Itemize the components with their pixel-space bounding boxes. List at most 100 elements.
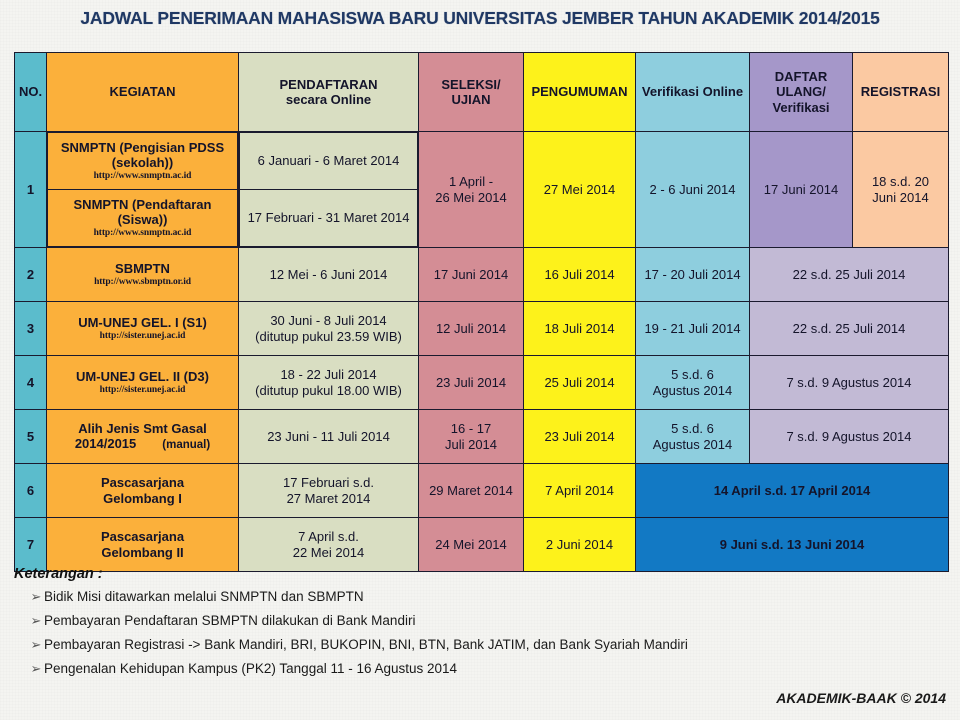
- header-seleksi-line2: UJIAN: [451, 92, 491, 107]
- daftar-ulang-registrasi-merged: 22 s.d. 25 Juli 2014: [749, 247, 949, 302]
- kegiatan-um-unej-1: UM-UNEJ GEL. I (S1) http://sister.unej.a…: [46, 301, 239, 356]
- kegiatan-url[interactable]: http://www.sbmptn.or.id: [94, 277, 191, 288]
- kegiatan-line1: SBMPTN: [115, 260, 170, 276]
- table-row: 1 SNMPTN (Pengisian PDSS (sekolah)) http…: [14, 131, 949, 248]
- verifikasi-line2: Agustus 2014: [652, 436, 733, 452]
- kegiatan-url[interactable]: http://sister.unej.ac.id: [99, 385, 186, 396]
- verifikasi-daftar-registrasi-merged: 14 April s.d. 17 April 2014: [635, 463, 949, 518]
- kegiatan-line1: SNMPTN (Pengisian PDSS: [60, 139, 225, 155]
- seleksi-date: 16 - 17 Juli 2014: [418, 409, 524, 464]
- seleksi-date: 12 Juli 2014: [418, 301, 524, 356]
- kegiatan-pascasarjana-1: Pascasarjana Gelombang I: [46, 463, 239, 518]
- kegiatan-line2-wrap: 2014/2015 (manual): [50, 436, 235, 453]
- seleksi-date: 1 April - 26 Mei 2014: [418, 131, 524, 248]
- kegiatan-line2: 2014/2015: [74, 435, 137, 451]
- list-item: ➢ Pengenalan Kehidupan Kampus (PK2) Tang…: [14, 661, 944, 677]
- table-row: 4 UM-UNEJ GEL. II (D3) http://sister.une…: [14, 355, 949, 410]
- pengumuman-date: 7 April 2014: [523, 463, 636, 518]
- arrow-bullet-icon: ➢: [30, 637, 42, 652]
- list-item: ➢ Pembayaran Registrasi -> Bank Mandiri,…: [14, 637, 944, 653]
- kegiatan-line2: Gelombang II: [101, 544, 184, 560]
- kegiatan-line2: (Siswa)): [117, 211, 168, 227]
- kegiatan-url[interactable]: http://sister.unej.ac.id: [99, 331, 186, 342]
- header-registrasi: REGISTRASI: [852, 52, 949, 132]
- list-item: ➢ Bidik Misi ditawarkan melalui SNMPTN d…: [14, 589, 944, 605]
- row-number: 5: [14, 409, 47, 464]
- header-pendaftaran: PENDAFTARAN secara Online: [238, 52, 419, 132]
- kegiatan-snmptn-pendaftaran: SNMPTN (Pendaftaran (Siswa)) http://www.…: [47, 189, 238, 247]
- verifikasi-date: 2 - 6 Juni 2014: [635, 131, 750, 248]
- pendaftaran-line1: 30 Juni - 8 Juli 2014: [270, 313, 387, 329]
- registrasi-line2: Juni 2014: [872, 189, 929, 205]
- daftar-ulang-date: 17 Juni 2014: [749, 131, 853, 248]
- seleksi-line1: 1 April -: [448, 174, 494, 190]
- row-number: 2: [14, 247, 47, 302]
- table-row: 6 Pascasarjana Gelombang I 17 Februari s…: [14, 463, 949, 518]
- table-row: 2 SBMPTN http://www.sbmptn.or.id 12 Mei …: [14, 247, 949, 302]
- header-pengumuman: PENGUMUMAN: [523, 52, 636, 132]
- seleksi-date: 29 Maret 2014: [418, 463, 524, 518]
- legend-title: Keterangan :: [14, 566, 103, 582]
- pengumuman-date: 16 Juli 2014: [523, 247, 636, 302]
- kegiatan-line1: Alih Jenis Smt Gasal: [78, 420, 207, 436]
- registrasi-line1: 18 s.d. 20: [871, 174, 930, 190]
- kegiatan-pascasarjana-2: Pascasarjana Gelombang II: [46, 517, 239, 572]
- verifikasi-line1: 5 s.d. 6: [671, 421, 714, 437]
- pendaftaran-date: 17 Februari - 31 Maret 2014: [239, 189, 418, 247]
- row-number: 1: [14, 131, 47, 248]
- pendaftaran-line2: 22 Mei 2014: [292, 544, 365, 560]
- legend-section: Keterangan : ➢ Bidik Misi ditawarkan mel…: [14, 566, 944, 685]
- pengumuman-date: 27 Mei 2014: [523, 131, 636, 248]
- kegiatan-sbmptn: SBMPTN http://www.sbmptn.or.id: [46, 247, 239, 302]
- row-number: 6: [14, 463, 47, 518]
- row-number: 7: [14, 517, 47, 572]
- verifikasi-line1: 5 s.d. 6: [671, 367, 714, 383]
- seleksi-date: 24 Mei 2014: [418, 517, 524, 572]
- arrow-bullet-icon: ➢: [30, 589, 42, 604]
- verifikasi-date: 19 - 21 Juli 2014: [635, 301, 750, 356]
- kegiatan-url[interactable]: http://www.snmptn.ac.id: [93, 228, 192, 239]
- header-seleksi-line1: SELEKSI/: [441, 76, 501, 92]
- kegiatan-alih-jenis: Alih Jenis Smt Gasal 2014/2015 (manual): [46, 409, 239, 464]
- header-kegiatan: KEGIATAN: [46, 52, 239, 132]
- legend-item-text: Bidik Misi ditawarkan melalui SNMPTN dan…: [44, 589, 364, 604]
- seleksi-line1: 16 - 17: [450, 421, 492, 437]
- arrow-bullet-icon: ➢: [30, 661, 42, 676]
- legend-item-text: Pembayaran Registrasi -> Bank Mandiri, B…: [44, 637, 688, 652]
- kegiatan-um-unej-2: UM-UNEJ GEL. II (D3) http://sister.unej.…: [46, 355, 239, 410]
- pendaftaran-date: 17 Februari s.d. 27 Maret 2014: [238, 463, 419, 518]
- kegiatan-line2: (sekolah)): [111, 154, 174, 170]
- table-header-row: NO. KEGIATAN PENDAFTARAN secara Online S…: [14, 52, 949, 132]
- list-item: ➢ Pembayaran Pendaftaran SBMPTN dilakuka…: [14, 613, 944, 629]
- kegiatan-url[interactable]: http://www.snmptn.ac.id: [93, 171, 192, 182]
- pendaftaran-line2: 27 Maret 2014: [286, 490, 371, 506]
- verifikasi-date: 5 s.d. 6 Agustus 2014: [635, 355, 750, 410]
- verifikasi-daftar-registrasi-merged: 9 Juni s.d. 13 Juni 2014: [635, 517, 949, 572]
- header-daftar-ulang: DAFTAR ULANG/ Verifikasi: [749, 52, 853, 132]
- kegiatan-line2: Gelombang I: [103, 490, 182, 506]
- pengumuman-date: 2 Juni 2014: [523, 517, 636, 572]
- kegiatan-snmptn-pdss: SNMPTN (Pengisian PDSS (sekolah)) http:/…: [47, 132, 238, 190]
- seleksi-line2: Juli 2014: [444, 436, 498, 452]
- pendaftaran-date: 30 Juni - 8 Juli 2014 (ditutup pukul 23.…: [238, 301, 419, 356]
- verifikasi-date: 17 - 20 Juli 2014: [635, 247, 750, 302]
- pendaftaran-date: 6 Januari - 6 Maret 2014: [239, 132, 418, 190]
- legend-item-text: Pengenalan Kehidupan Kampus (PK2) Tangga…: [44, 661, 458, 676]
- header-pendaftaran-line2: secara Online: [285, 92, 372, 107]
- kegiatan-line1: UM-UNEJ GEL. I (S1): [78, 314, 207, 330]
- pendaftaran-date: 12 Mei - 6 Juni 2014: [238, 247, 419, 302]
- pengumuman-date: 25 Juli 2014: [523, 355, 636, 410]
- kegiatan-line1: Pascasarjana: [100, 529, 185, 545]
- daftar-ulang-registrasi-merged: 7 s.d. 9 Agustus 2014: [749, 355, 949, 410]
- seleksi-date: 17 Juni 2014: [418, 247, 524, 302]
- header-daftar-ulang-line2: ULANG/: [776, 84, 826, 100]
- pendaftaran-line1: 18 - 22 Juli 2014: [280, 367, 377, 383]
- arrow-bullet-icon: ➢: [30, 613, 42, 628]
- kegiatan-cell-group: SNMPTN (Pengisian PDSS (sekolah)) http:/…: [46, 131, 239, 248]
- pendaftaran-line2: (ditutup pukul 23.59 WIB): [255, 328, 402, 344]
- table-row: 3 UM-UNEJ GEL. I (S1) http://sister.unej…: [14, 301, 949, 356]
- header-daftar-ulang-line1: DAFTAR: [774, 69, 828, 84]
- kegiatan-manual-note: (manual): [162, 438, 211, 451]
- daftar-ulang-registrasi-merged: 22 s.d. 25 Juli 2014: [749, 301, 949, 356]
- pendaftaran-date: 7 April s.d. 22 Mei 2014: [238, 517, 419, 572]
